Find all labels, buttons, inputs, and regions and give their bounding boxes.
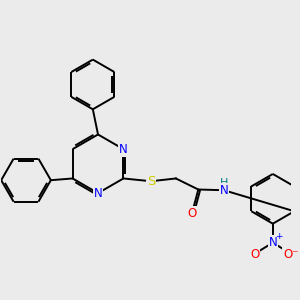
Text: +: + [275,232,283,241]
Text: N: N [268,236,277,249]
Text: N: N [94,187,102,200]
Text: H: H [220,178,228,188]
Text: O: O [188,207,197,220]
Text: S: S [147,175,155,188]
Text: N: N [119,142,128,156]
Text: N: N [219,184,228,197]
Text: O: O [250,248,260,261]
Text: O⁻: O⁻ [283,248,298,261]
